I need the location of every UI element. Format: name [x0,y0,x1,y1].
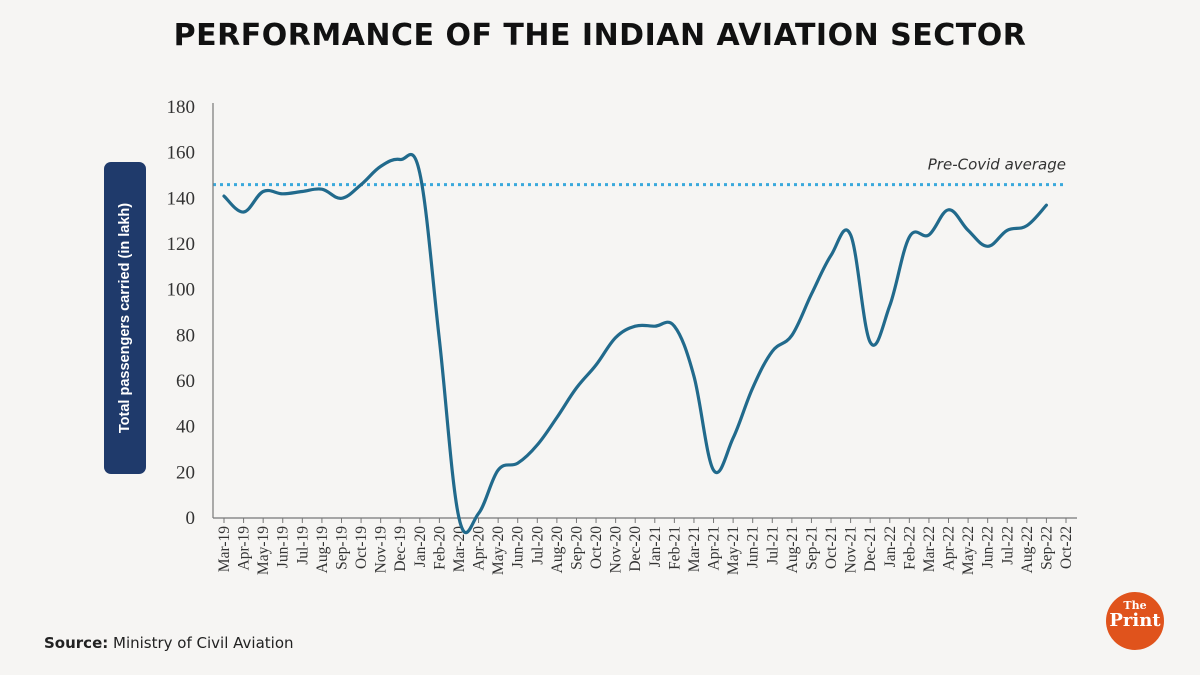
x-tick-label: Mar-22 [921,526,938,572]
source-label: Source: [44,634,109,652]
x-tick-label: Apr-20 [471,526,488,571]
x-tick-label: Nov-19 [373,526,390,574]
x-tick-label: Jun-22 [980,526,997,568]
x-tick-label: Jan-21 [647,526,664,567]
x-tick-label: Sep-21 [803,526,820,570]
y-tick-label: 20 [176,462,195,483]
y-tick-label: 0 [186,508,196,529]
x-tick-label: Jun-20 [510,526,527,568]
x-tick-label: Oct-22 [1058,526,1075,569]
x-tick-label: Oct-20 [588,526,605,569]
x-tick-label: Jul-22 [999,526,1016,565]
y-tick-label: 100 [167,280,196,301]
x-tick-label: Aug-20 [549,526,566,574]
x-tick-label: May-19 [255,526,272,575]
x-tick-label: Mar-19 [216,526,233,572]
x-tick-label: Dec-20 [627,526,644,572]
theprint-logo: The Print [1106,592,1164,650]
chart-title: PERFORMANCE OF THE INDIAN AVIATION SECTO… [173,18,1027,53]
x-tick-label: Sep-19 [333,526,350,570]
x-tick-label: May-20 [490,526,507,575]
x-tick-label: Jun-21 [745,526,762,568]
x-tick-label: Jul-21 [764,526,781,565]
x-tick-label: Apr-22 [941,526,958,570]
x-tick-label: Nov-21 [843,526,860,573]
x-tick-label: Feb-21 [666,526,683,570]
logo-the: The [1123,599,1147,612]
x-tick-label: Sep-20 [568,526,585,570]
y-tick-label: 180 [167,97,196,118]
y-tick-label: 60 [176,371,195,392]
x-tick-label: Oct-21 [823,526,840,569]
source-text: Ministry of Civil Aviation [108,634,294,652]
x-tick-label: May-21 [725,526,742,575]
x-tick-label: Sep-22 [1038,526,1055,570]
x-tick-label: Jul-19 [294,526,311,565]
x-tick-label: Jan-22 [882,526,899,567]
x-tick-label: Feb-22 [901,526,918,570]
passengers-series-line [222,153,1048,535]
x-tick-label: Dec-21 [862,526,879,572]
x-tick-label: Feb-20 [431,526,448,570]
y-tick-label: 120 [167,234,196,255]
x-tick-label: Aug-21 [784,526,801,573]
x-tick-label: Nov-20 [608,526,625,574]
x-tick-label: May-22 [960,526,977,575]
x-tick-label: Aug-22 [1019,526,1036,573]
x-tick-label: Apr-21 [706,526,723,570]
y-tick-label: 40 [176,417,195,438]
x-tick-label: Mar-21 [686,526,703,572]
y-tick-label: 140 [167,188,196,209]
x-tick-label: Mar-20 [451,526,468,572]
x-tick-label: Aug-19 [314,526,331,574]
x-tick-label: Jul-20 [529,526,546,565]
source-note: Source: Ministry of Civil Aviation [44,634,294,652]
x-tick-label: Apr-19 [236,526,253,571]
y-axis-label-box [104,162,146,474]
y-tick-label: 80 [176,325,195,346]
x-tick-label: Oct-19 [353,526,370,569]
logo-print: Print [1109,610,1161,631]
x-tick-label: Dec-19 [392,526,409,572]
x-tick-label: Jan-20 [412,526,429,568]
pre-covid-average-label: Pre-Covid average [928,156,1066,174]
y-tick-label: 160 [167,143,196,164]
x-tick-label: Jun-19 [275,526,292,568]
